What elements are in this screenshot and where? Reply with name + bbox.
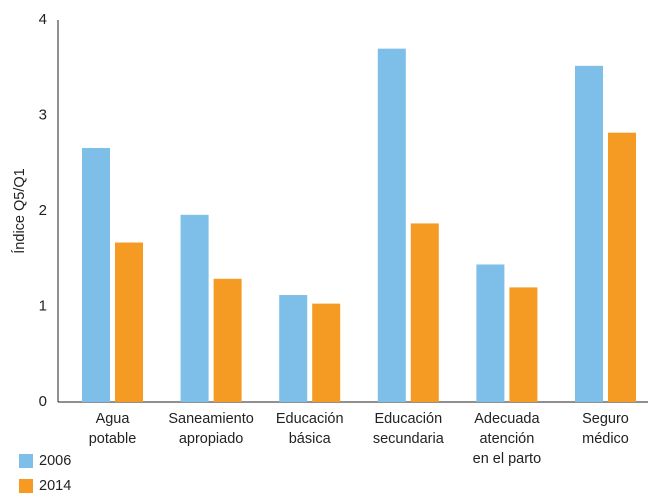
bar-2014 bbox=[509, 287, 538, 402]
y-tick-label: 2 bbox=[39, 202, 47, 219]
category-label: Educación básica bbox=[276, 411, 344, 447]
legend-label-2006: 2006 bbox=[39, 453, 71, 469]
legend-swatch-2006 bbox=[19, 454, 33, 468]
category-label: Adecuada atención en el parto bbox=[473, 411, 542, 467]
y-tick-label: 4 bbox=[39, 11, 47, 28]
axes bbox=[57, 20, 648, 403]
bar-2006 bbox=[180, 214, 209, 402]
bar-2006 bbox=[82, 147, 110, 402]
y-tick-label: 0 bbox=[39, 393, 47, 410]
category-labels: Agua potable Saneamiento apropiado Educación… bbox=[89, 411, 629, 467]
bar-2014 bbox=[213, 278, 242, 402]
legend: 2006 2014 bbox=[19, 453, 71, 493]
legend-swatch-2014 bbox=[19, 479, 33, 493]
bar-2014 bbox=[115, 242, 143, 402]
bars bbox=[82, 48, 636, 403]
bar-2014 bbox=[312, 303, 341, 402]
category-label: Seguro médico bbox=[582, 411, 629, 447]
bar-2006 bbox=[279, 295, 308, 402]
bar-2006 bbox=[476, 264, 505, 402]
legend-label-2014: 2014 bbox=[39, 478, 71, 493]
y-axis-label: Índice Q5/Q1 bbox=[11, 168, 28, 253]
bar-2014 bbox=[608, 132, 636, 402]
category-label: Educación secundaria bbox=[373, 411, 445, 447]
bar-2014 bbox=[410, 223, 439, 402]
category-label: Saneamiento apropiado bbox=[168, 411, 253, 447]
y-tick-labels: 0 1 2 3 4 bbox=[39, 11, 47, 410]
y-tick-label: 1 bbox=[39, 297, 47, 314]
bar-2006 bbox=[575, 65, 603, 402]
y-tick-label: 3 bbox=[39, 106, 47, 123]
category-label: Agua potable bbox=[89, 411, 137, 447]
bar-2006 bbox=[377, 48, 406, 403]
